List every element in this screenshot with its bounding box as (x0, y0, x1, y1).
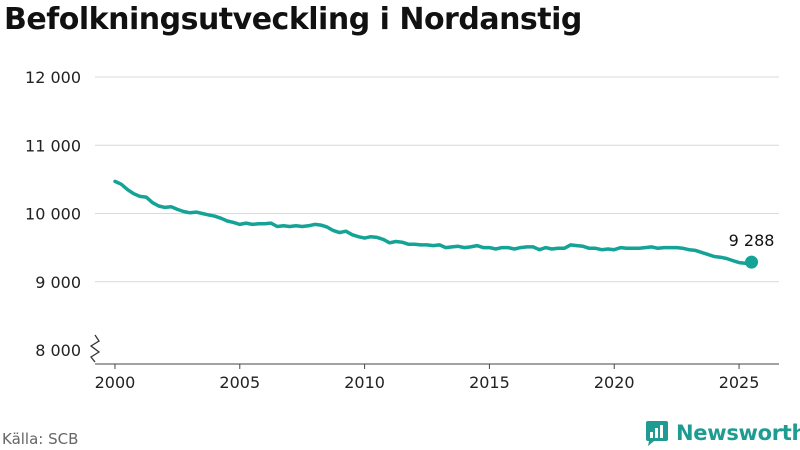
y-tick-label: 8 000 (35, 341, 81, 360)
brand-logo[interactable]: Newsworthy (644, 420, 800, 446)
end-value-label: 9 288 (729, 231, 775, 250)
source-label: Källa: SCB (2, 430, 79, 448)
x-axis: 2000 2005 2010 2015 2020 2025 (95, 363, 779, 392)
newsworthy-logo-icon (646, 421, 668, 446)
y-tick-label: 12 000 (25, 68, 81, 87)
y-axis: 8 000 9 000 10 000 11 000 12 000 (25, 68, 101, 363)
x-tick-label: 2010 (344, 373, 385, 392)
y-tick-label: 11 000 (25, 136, 81, 155)
x-tick-label: 2020 (594, 373, 635, 392)
x-tick-label: 2005 (219, 373, 260, 392)
x-tick-label: 2015 (469, 373, 510, 392)
y-tick-label: 10 000 (25, 205, 81, 224)
axis-break-icon (89, 334, 101, 363)
series-line (113, 179, 754, 266)
annotation-layer: 9 288 (729, 231, 775, 269)
y-tick-label: 9 000 (35, 273, 81, 292)
brand-name: Newsworthy (676, 421, 800, 445)
grid-lines (95, 76, 779, 283)
series-layer (113, 179, 754, 266)
x-tick-label: 2025 (719, 373, 760, 392)
chart-title: Befolkningsutveckling i Nordanstig (4, 2, 582, 37)
x-tick-label: 2000 (95, 373, 136, 392)
end-point-marker (745, 255, 759, 269)
